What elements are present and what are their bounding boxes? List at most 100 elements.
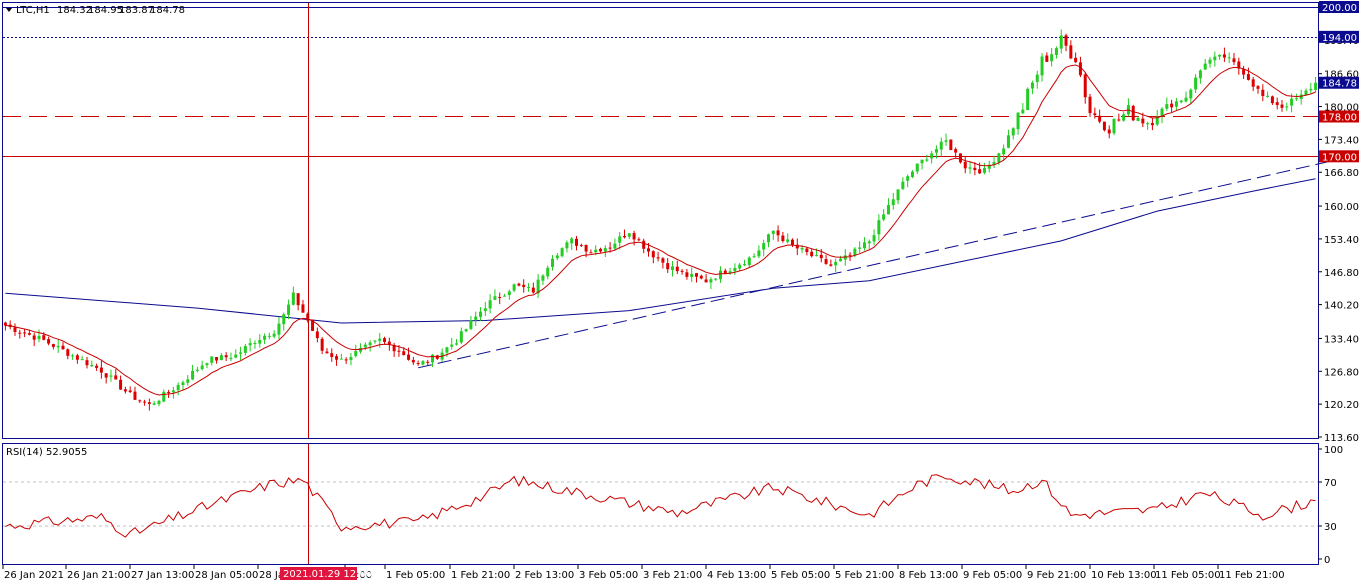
moving-average-blue-line (5, 178, 1316, 324)
candle (642, 238, 646, 254)
candle-body (176, 384, 180, 391)
candle-body (210, 356, 214, 363)
price-tick-label: 166.80 (1324, 168, 1359, 179)
candle (522, 279, 526, 293)
candle-body (1179, 100, 1183, 103)
candle-body (224, 355, 228, 358)
candle-body (416, 363, 420, 365)
candle-body (13, 327, 17, 332)
candle-body (378, 338, 382, 341)
candle (752, 253, 756, 258)
candle-body (584, 244, 588, 252)
candle-body (762, 243, 766, 250)
candle (335, 354, 339, 366)
candle-body (1021, 109, 1025, 114)
candle-body (858, 247, 862, 249)
price-level-box-text: 200.00 (1322, 3, 1357, 14)
candle-body (541, 275, 545, 281)
candle (339, 353, 343, 360)
candle (1093, 107, 1097, 119)
candle (560, 247, 564, 258)
candle-body (1266, 95, 1270, 97)
candle (886, 198, 890, 215)
candle (627, 233, 631, 240)
candle-body (1074, 57, 1078, 63)
candle (1266, 91, 1270, 98)
candle (1016, 112, 1020, 135)
candle-body (1098, 115, 1102, 122)
candle-body (296, 293, 300, 306)
candle (1059, 29, 1063, 54)
candle-body (527, 286, 531, 288)
candle (181, 380, 185, 391)
candle (733, 263, 737, 275)
candle-body (363, 344, 367, 348)
price-tick-label: 153.40 (1324, 235, 1359, 246)
candle-body (579, 245, 583, 247)
rsi-axis[interactable]: 100 70 30 0 (1318, 445, 1343, 566)
candle (1251, 76, 1255, 92)
candle-body (1088, 96, 1092, 114)
candle-body (1136, 118, 1140, 121)
candle (263, 333, 267, 345)
candle (200, 360, 204, 371)
candle-body (733, 267, 737, 272)
time-tick-label: 5 Feb 21:00 (835, 570, 894, 581)
candle (51, 343, 55, 350)
candle (1083, 73, 1087, 104)
candle (637, 237, 641, 242)
price-axis[interactable]: 200.00193.40186.60180.00173.40166.80160.… (1318, 3, 1359, 444)
candle (1098, 109, 1102, 124)
candle (579, 243, 583, 247)
candle-body (243, 346, 247, 353)
candle-body (397, 350, 401, 352)
collapse-triangle-icon[interactable] (6, 8, 12, 12)
time-tick-label: 3 Feb 21:00 (643, 570, 702, 581)
candle (1002, 144, 1006, 160)
candle (267, 332, 271, 340)
candle (766, 233, 770, 248)
price-level-box (1319, 1, 1359, 13)
candle (690, 267, 694, 283)
candle-body (1064, 35, 1068, 46)
candle (195, 366, 199, 373)
candle (930, 150, 934, 164)
candle-body (1275, 102, 1279, 106)
time-tick-label: …:00 (346, 570, 372, 581)
candle-body (637, 239, 641, 241)
candle (987, 160, 991, 173)
candle-body (152, 403, 156, 405)
candle-body (786, 239, 790, 242)
candle-body (1194, 77, 1198, 90)
time-axis[interactable]: 26 Jan 2021 26 Jan 21:00 27 Jan 13:00 28 Ja… (2, 565, 1285, 581)
candle (1222, 47, 1226, 62)
candle (1040, 53, 1044, 82)
candle (1299, 89, 1303, 105)
candle (1131, 104, 1135, 122)
candle-body (392, 344, 396, 352)
candle (287, 299, 291, 320)
candle-body (277, 323, 281, 335)
candle-body (829, 264, 833, 266)
candle-body (982, 168, 986, 173)
candle-body (723, 270, 727, 274)
candle-body (3, 322, 7, 326)
candle-body (570, 238, 574, 244)
time-tick-label: 8 Feb 13:00 (899, 570, 958, 581)
candle-body (843, 255, 847, 260)
candle-body (306, 313, 310, 321)
candle-body (848, 254, 852, 256)
candle-body (531, 287, 535, 293)
candle (656, 251, 660, 262)
candle-body (886, 205, 890, 215)
candle (1021, 103, 1025, 115)
rsi-tick-label: 100 (1324, 445, 1343, 456)
candle (282, 312, 286, 331)
candle (551, 254, 555, 271)
candle (301, 299, 305, 313)
candle-body (315, 331, 319, 339)
candle (680, 269, 684, 275)
candle-body (810, 251, 814, 257)
price-tick-label: 146.80 (1324, 268, 1359, 279)
candle-body (258, 339, 262, 344)
